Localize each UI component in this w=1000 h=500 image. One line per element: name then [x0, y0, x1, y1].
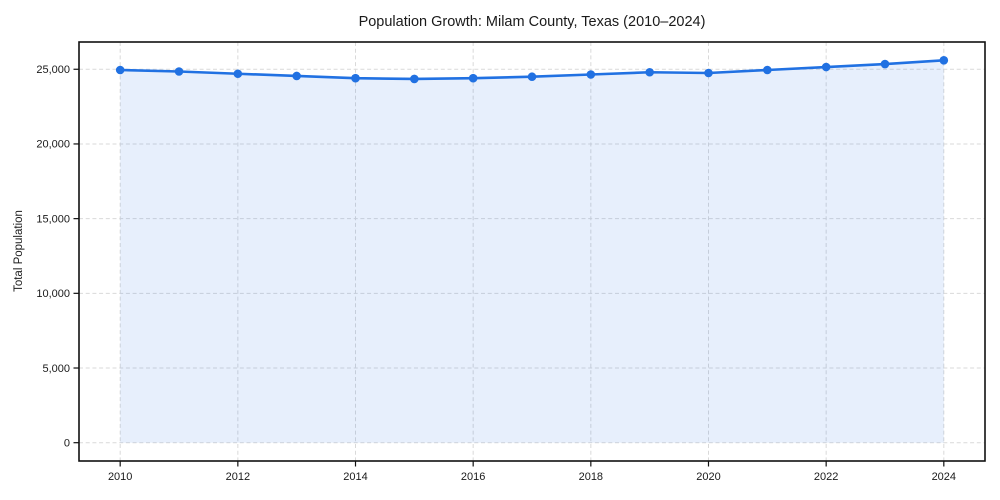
- data-point: [174, 67, 184, 76]
- y-tick-label: 10,000: [36, 288, 70, 300]
- x-tick-label: 2010: [108, 471, 132, 483]
- y-axis-title: Total Population: [13, 210, 25, 292]
- gridline-layer: [79, 42, 985, 461]
- x-tick-label: 2022: [814, 471, 838, 483]
- area-fill-layer: [120, 60, 944, 443]
- data-point: [880, 59, 890, 69]
- x-tick-label: 2012: [226, 471, 250, 483]
- data-point: [292, 71, 301, 81]
- x-tick-label: 2020: [696, 471, 720, 483]
- x-tick-label: 2024: [932, 471, 956, 483]
- x-tick-label: 2018: [579, 471, 603, 483]
- data-point: [939, 55, 949, 65]
- data-point: [115, 65, 125, 75]
- data-point: [527, 72, 537, 82]
- y-tick-label: 0: [64, 438, 70, 450]
- axes-layer: [73, 41, 986, 467]
- plot-border: [78, 41, 986, 462]
- y-tick-label: 20,000: [36, 139, 70, 151]
- x-tick-label: 2016: [461, 471, 485, 483]
- data-point: [763, 65, 772, 75]
- data-point: [586, 70, 596, 79]
- y-tick-label: 15,000: [36, 213, 70, 225]
- x-tick-label: 2014: [343, 471, 367, 483]
- area-fill: [120, 60, 944, 443]
- chart-title: Population Growth: Milam County, Texas (…: [359, 14, 706, 30]
- data-point: [351, 73, 360, 83]
- data-point: [410, 74, 419, 84]
- data-point: [468, 73, 478, 83]
- y-tick-label: 25,000: [36, 64, 70, 76]
- data-point: [233, 69, 243, 79]
- data-point: [821, 62, 831, 72]
- data-point: [704, 68, 713, 78]
- y-tick-label: 5,000: [42, 363, 70, 375]
- data-point: [645, 67, 654, 77]
- tick-label-layer: 2010 2012 2014 2016 2018 2020 2022 2024 0 5,000 10…: [36, 64, 956, 483]
- data-point-layer: [115, 55, 949, 84]
